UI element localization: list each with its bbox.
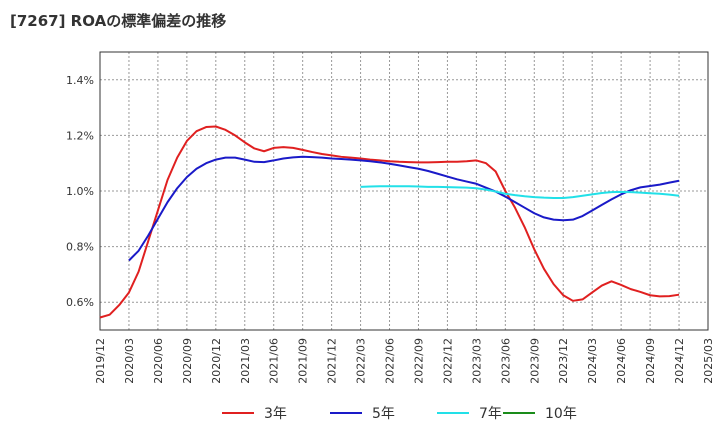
x-tick-label: 2023/06 [499,338,512,384]
x-tick-label: 2023/03 [470,338,483,384]
legend-label: 3年 [264,406,287,422]
grid-lines [99,52,709,330]
x-tick-label: 2022/12 [441,338,454,384]
x-tick-label: 2022/03 [355,338,368,384]
x-tick-label: 2020/03 [123,338,136,384]
x-tick-label: 2024/06 [615,338,628,384]
x-tick-label: 2021/09 [297,338,310,384]
y-tick-label: 1.2% [66,129,94,142]
x-tick-label: 2022/09 [412,338,425,384]
y-tick-label: 0.6% [66,296,94,309]
legend: 3年 5年 7年 10年 [222,406,577,422]
x-tick-label: 2021/03 [239,338,252,384]
x-tick-label: 2023/09 [528,338,541,384]
y-tick-label: 0.8% [66,241,94,254]
x-tick-label: 2020/12 [210,338,223,384]
x-axis-ticks: 2019/12 2020/03 2020/06 2020/09 2020/12 2021/… [94,338,715,384]
y-axis-ticks: 0.6% 0.8% 1.0% 1.2% 1.4% [66,74,94,309]
x-tick-label: 2022/06 [384,338,397,384]
series-line-5年 [128,155,680,262]
x-tick-label: 2025/03 [702,338,715,384]
legend-label: 5年 [372,406,395,422]
x-tick-label: 2024/03 [586,338,599,384]
plot-frame [99,51,709,331]
x-tick-label: 2023/12 [557,338,570,384]
chart-title: [7267] ROAの標準偏差の推移 [10,12,227,30]
x-tick-label: 2021/06 [268,338,281,384]
series-line-3年 [99,125,680,319]
x-tick-label: 2019/12 [94,338,107,384]
x-tick-label: 2020/09 [181,338,194,384]
x-tick-label: 2020/06 [152,338,165,384]
x-tick-label: 2024/09 [644,338,657,384]
y-tick-label: 1.0% [66,185,94,198]
x-tick-label: 2021/12 [326,338,339,384]
series-line-7年 [360,185,680,199]
series-lines [99,125,680,319]
y-tick-label: 1.4% [66,74,94,87]
legend-label: 7年 [479,406,502,422]
x-tick-label: 2024/12 [673,338,686,384]
legend-label: 10年 [545,406,577,422]
